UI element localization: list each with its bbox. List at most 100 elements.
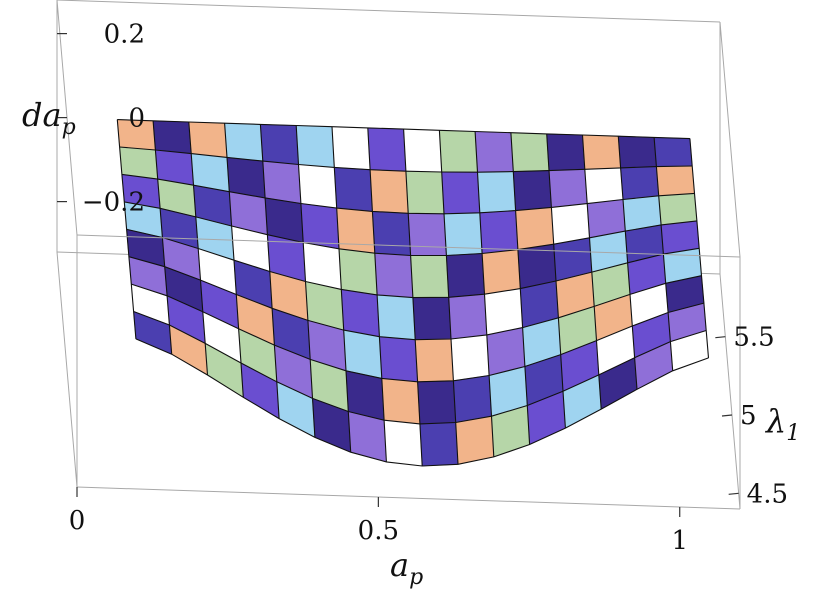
surface-patch xyxy=(372,211,411,256)
y-tick xyxy=(728,492,739,495)
y-tick xyxy=(715,336,726,339)
surface-patch xyxy=(383,419,423,467)
box-edge-back xyxy=(56,251,78,488)
surface-patch xyxy=(484,288,523,336)
surface-patch xyxy=(414,338,454,383)
surface-patch xyxy=(410,255,450,298)
surface-patch xyxy=(340,289,380,338)
surface-patch xyxy=(441,171,481,215)
surface-patch xyxy=(446,253,485,298)
surface-patch xyxy=(474,131,514,173)
surface-patch xyxy=(439,129,478,173)
box-edge-back xyxy=(719,21,741,258)
surface-patch xyxy=(477,171,516,214)
surface-patch xyxy=(584,167,624,204)
surface-patch xyxy=(152,120,192,154)
surface-patch xyxy=(336,207,376,254)
surface-patch xyxy=(369,169,409,214)
surface-patch xyxy=(656,165,695,197)
box-edge-back xyxy=(56,0,721,23)
x-tick-label: 0 xyxy=(69,506,86,536)
mesh-line-y xyxy=(188,121,209,376)
surface-patch xyxy=(417,380,457,425)
mesh-line-y xyxy=(510,132,531,445)
z-axis-label-main: da xyxy=(22,96,62,134)
x-tick-label: 1 xyxy=(671,526,688,556)
surface-patch xyxy=(407,212,447,256)
surface-patch xyxy=(379,336,418,383)
surface-patch xyxy=(374,252,414,298)
surface-patch xyxy=(481,249,521,295)
y-axis-label-sub: 1 xyxy=(786,421,800,446)
surface-patch xyxy=(367,127,407,172)
surface-patch xyxy=(188,121,228,158)
bounding-box-front xyxy=(76,234,741,510)
surface-patch xyxy=(515,207,555,250)
surface-patch xyxy=(658,193,698,226)
x-axis-label-sub: p xyxy=(409,565,423,590)
surface-patch xyxy=(546,133,586,171)
surface-patch xyxy=(338,248,378,296)
box-edge-back xyxy=(719,273,741,510)
mesh-line-y xyxy=(474,131,495,457)
z-axis-label: dap xyxy=(22,96,76,140)
surface-patch xyxy=(479,210,519,254)
surface-patch xyxy=(331,126,371,171)
y-tick-label: 4.5 xyxy=(747,479,788,509)
mesh-line-y xyxy=(403,129,423,467)
surface-patch xyxy=(300,203,340,250)
z-tick-label: −0.2 xyxy=(82,188,145,218)
y-tick-label: 5 xyxy=(740,401,757,431)
mesh-line-y xyxy=(367,127,387,462)
mesh-line-y xyxy=(116,119,137,339)
surface-patch xyxy=(443,212,483,256)
y-axis-label-main: λ xyxy=(764,402,786,440)
mesh-line-y xyxy=(295,125,316,438)
surface-patch xyxy=(403,128,443,173)
z-tick-label: 0 xyxy=(128,104,145,134)
surface-patch xyxy=(548,168,588,208)
mesh-line-y xyxy=(438,130,459,465)
y-tick xyxy=(721,414,733,417)
surface-patch xyxy=(512,170,552,211)
mesh-line-y xyxy=(546,133,566,429)
surface-patch xyxy=(405,170,445,215)
y-axis-label: λ1 xyxy=(764,402,800,446)
x-tick-label: 0.5 xyxy=(358,516,399,546)
surface-patch xyxy=(551,203,590,245)
surface-patch xyxy=(510,132,550,172)
mesh-line-y xyxy=(689,138,710,358)
surface-patch xyxy=(620,166,660,200)
mesh-line-y xyxy=(617,136,638,390)
surface-patch xyxy=(260,124,299,165)
surface-patch xyxy=(412,296,452,341)
surface-patch xyxy=(224,122,264,162)
x-axis-label: ap xyxy=(390,546,423,590)
surface-patch xyxy=(298,164,338,209)
mesh-line-y xyxy=(259,124,280,419)
surface-patch xyxy=(119,146,159,180)
mesh-line-y xyxy=(331,126,352,453)
surface-patch xyxy=(450,334,490,382)
box-edge-front xyxy=(76,486,741,510)
z-axis-label-sub: p xyxy=(62,115,76,140)
surface-mesh xyxy=(116,119,710,467)
surface-patch xyxy=(381,378,421,425)
box-edge-front xyxy=(76,234,741,258)
surface-patch xyxy=(376,294,416,341)
surface-patch xyxy=(617,135,657,169)
surface-patch xyxy=(455,415,495,465)
surface-patch xyxy=(448,293,488,340)
surface-patch xyxy=(333,167,373,212)
surface-patch xyxy=(453,375,492,423)
surface-patch xyxy=(419,422,459,467)
z-tick-label: 0.2 xyxy=(104,20,145,50)
x-axis-label-main: a xyxy=(390,546,409,584)
surface-patch xyxy=(262,160,302,204)
y-tick-label: 5.5 xyxy=(733,323,774,353)
surface-patch xyxy=(295,125,335,168)
mesh-line-y xyxy=(224,123,244,398)
mesh-line-y xyxy=(581,134,602,410)
axis-ticks: 0 0.5 1 4.5 5 5.5 0.2 0 −0.2 xyxy=(57,20,788,556)
